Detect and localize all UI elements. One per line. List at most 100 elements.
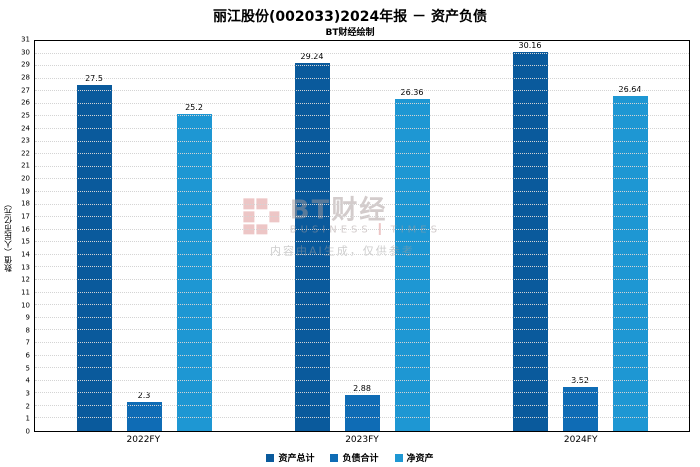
y-tick-label: 19 — [21, 187, 30, 196]
y-tick-label: 26 — [21, 98, 30, 107]
x-tick-label: 2023FY — [345, 435, 379, 445]
gridline — [35, 102, 689, 104]
y-tick-label: 10 — [21, 301, 30, 310]
bar-value-label: 26.64 — [618, 84, 642, 94]
gridline — [35, 190, 689, 192]
x-tick-label: 2022FY — [126, 435, 161, 445]
bar: 2.88 — [344, 384, 380, 431]
y-axis: 0 1 2 3 4 5 6 7 8 9 10 11 12 13 14 15 16 17 18 19 20 21 22 23 24… — [14, 35, 32, 435]
y-tick-label: 12 — [21, 275, 30, 284]
bar: 25.2 — [176, 103, 212, 431]
chart-title: 丽江股份(002033)2024年报 － 资产负债 — [213, 9, 487, 25]
gridline — [35, 52, 689, 54]
y-tick-label: 28 — [21, 73, 30, 82]
plot-area: 27.5 2.3 25.2 29.24 2.88 26.36 30.16 3.52 26.64 … — [34, 40, 690, 432]
gridline — [35, 329, 689, 331]
y-tick-label: 14 — [21, 250, 30, 259]
y-tick-label: 7 — [25, 338, 30, 347]
bar-value-label: 30.16 — [518, 40, 542, 50]
y-axis-title: 数值（人民币亿元） — [3, 200, 13, 272]
y-tick-label: 11 — [21, 288, 30, 297]
y-tick-label: 2 — [25, 402, 30, 411]
gridline — [35, 128, 689, 130]
gridline — [35, 178, 689, 180]
gridline — [35, 392, 689, 394]
y-tick-label: 17 — [21, 212, 30, 221]
legend-swatch — [394, 453, 403, 462]
gridline — [35, 241, 689, 243]
gridline — [35, 379, 689, 381]
legend-item: 资产总计 — [266, 451, 314, 464]
y-tick-label: 1 — [25, 414, 30, 423]
y-tick-label: 4 — [25, 376, 30, 385]
gridline — [35, 203, 689, 205]
legend-label: 负债合计 — [342, 454, 379, 464]
bar-value-label: 25.2 — [185, 102, 203, 112]
legend-item: 净资产 — [394, 451, 434, 464]
gridline — [35, 367, 689, 369]
gridline — [35, 90, 689, 92]
bar-value-label: 2.3 — [137, 391, 151, 401]
gridline — [35, 404, 689, 406]
bar-group: 30.16 3.52 26.64 — [471, 41, 689, 431]
legend-label: 净资产 — [406, 454, 434, 464]
bar: 2.3 — [126, 391, 162, 431]
gridline — [35, 354, 689, 356]
gridline — [35, 291, 689, 293]
bar-group: 27.5 2.3 25.2 — [35, 41, 253, 431]
gridline — [35, 304, 689, 306]
gridline — [35, 77, 689, 79]
bar-value-label: 26.36 — [400, 88, 424, 98]
gridline — [35, 279, 689, 281]
legend-swatch — [266, 453, 275, 462]
y-tick-label: 25 — [21, 111, 30, 120]
bar-group: 29.24 2.88 26.36 — [253, 41, 471, 431]
x-tick-label: 2024FY — [563, 435, 598, 445]
bar-value-label: 2.88 — [353, 383, 371, 393]
gridline — [35, 153, 689, 155]
bar: 29.24 — [294, 52, 330, 431]
y-tick-label: 6 — [25, 351, 30, 360]
y-tick-label: 18 — [21, 199, 30, 208]
gridline — [35, 228, 689, 230]
legend-swatch — [330, 453, 339, 462]
gridline — [35, 65, 689, 67]
y-tick-label: 8 — [25, 326, 30, 335]
gridline — [35, 140, 689, 142]
bar: 26.64 — [612, 85, 648, 431]
y-tick-label: 24 — [21, 124, 30, 133]
gridline — [35, 417, 689, 419]
y-tick-label: 16 — [21, 225, 30, 234]
legend-label: 资产总计 — [278, 454, 315, 464]
y-tick-label: 29 — [21, 60, 30, 69]
y-tick-label: 5 — [25, 364, 30, 373]
y-tick-label: 30 — [21, 48, 30, 57]
bars-row: 27.5 2.3 25.2 29.24 2.88 26.36 30.16 3.52 26.64 — [35, 41, 689, 431]
y-tick-label: 31 — [21, 35, 30, 44]
y-tick-label: 20 — [21, 174, 30, 183]
gridline — [35, 341, 689, 343]
x-axis: 2022FY 2023FY 2024FY — [34, 435, 690, 445]
y-tick-label: 21 — [21, 161, 30, 170]
legend: 资产总计 负债合计 净资产 — [0, 451, 700, 464]
gridline — [35, 266, 689, 268]
legend-item: 负债合计 — [330, 451, 379, 464]
y-tick-label: 9 — [25, 313, 30, 322]
gridline — [35, 216, 689, 218]
gridline — [35, 165, 689, 167]
gridline — [35, 253, 689, 255]
y-tick-label: 0 — [25, 427, 30, 436]
y-tick-label: 15 — [21, 237, 30, 246]
bar: 3.52 — [562, 376, 598, 431]
y-tick-label: 27 — [21, 86, 30, 95]
bar: 26.36 — [394, 88, 430, 431]
y-tick-label: 23 — [21, 136, 30, 145]
bar-value-label: 29.24 — [300, 52, 324, 62]
y-tick-label: 3 — [25, 389, 30, 398]
y-tick-label: 13 — [21, 263, 30, 272]
gridline — [35, 115, 689, 117]
gridline — [35, 316, 689, 318]
chart-subtitle: BT财经绘制 — [325, 28, 375, 38]
y-tick-label: 22 — [21, 149, 30, 158]
